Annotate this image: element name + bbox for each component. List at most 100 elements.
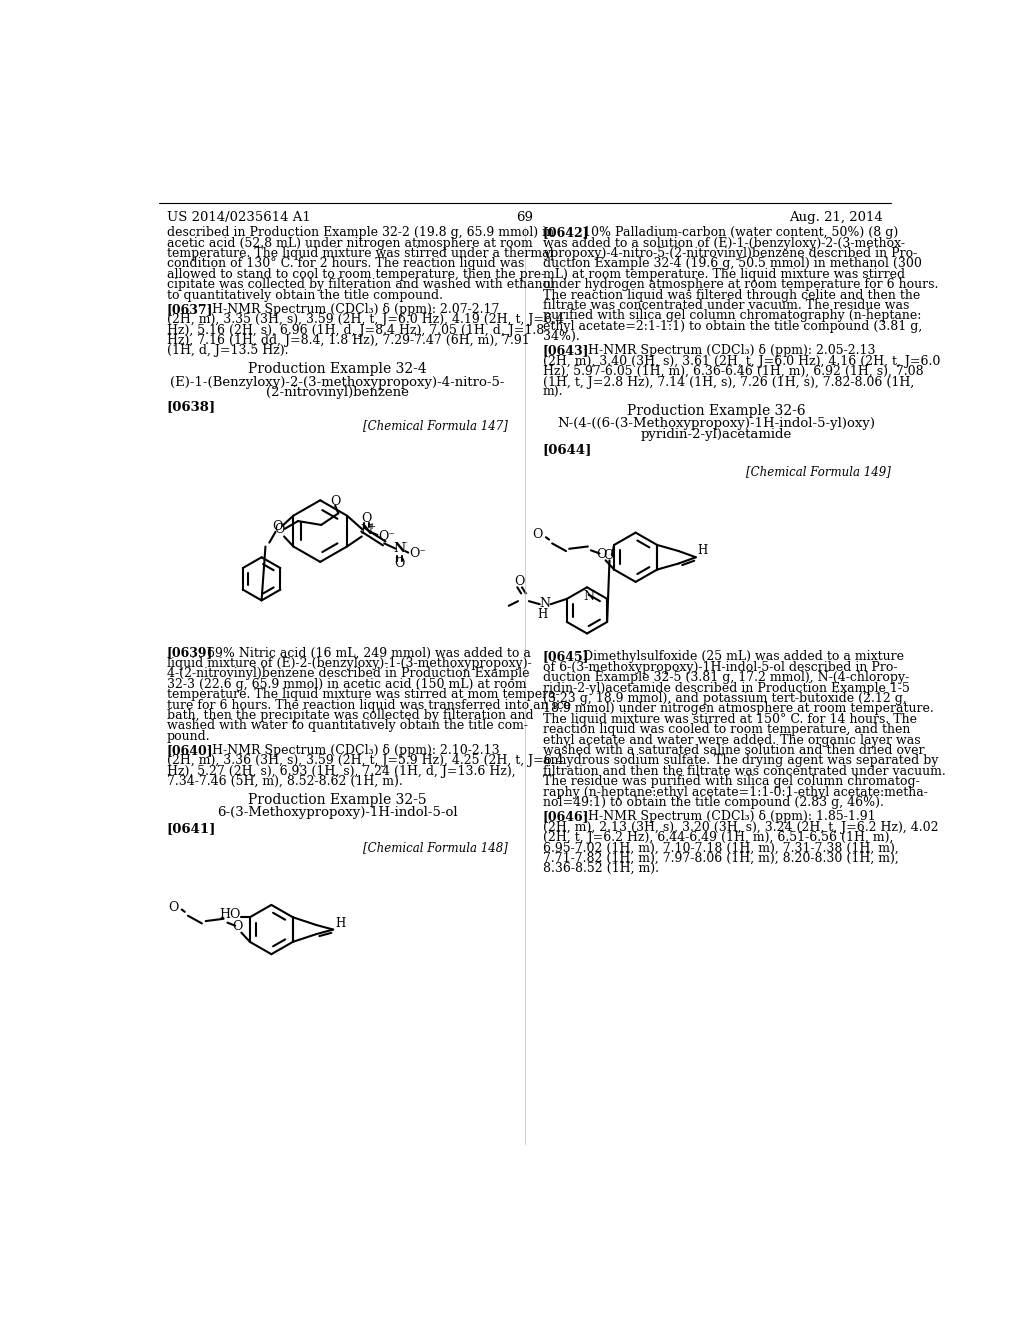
Text: N: N: [583, 590, 594, 603]
Text: N: N: [540, 597, 551, 610]
Text: H: H: [336, 917, 346, 929]
Text: filtrate was concentrated under vacuum. The residue was: filtrate was concentrated under vacuum. …: [543, 298, 909, 312]
Text: Production Example 32-6: Production Example 32-6: [627, 404, 806, 418]
Text: O: O: [272, 520, 283, 533]
Text: temperature. The liquid mixture was stirred under a thermal: temperature. The liquid mixture was stir…: [167, 247, 553, 260]
Text: 18.9 mmol) under nitrogen atmosphere at room temperature.: 18.9 mmol) under nitrogen atmosphere at …: [543, 702, 933, 715]
Text: (2H, m), 3.35 (3H, s), 3.59 (2H, t, J=6.0 Hz), 4.19 (2H, t, J=6.4: (2H, m), 3.35 (3H, s), 3.59 (2H, t, J=6.…: [167, 313, 563, 326]
Text: +: +: [368, 521, 376, 531]
Text: US 2014/0235614 A1: US 2014/0235614 A1: [167, 211, 310, 224]
Text: Dimethylsulfoxide (25 mL) was added to a mixture: Dimethylsulfoxide (25 mL) was added to a…: [583, 651, 904, 664]
Text: reaction liquid was cooled to room temperature, and then: reaction liquid was cooled to room tempe…: [543, 723, 910, 737]
Text: 4-(2-nitrovinyl)benzene described in Production Example: 4-(2-nitrovinyl)benzene described in Pro…: [167, 668, 529, 680]
Text: 10% Palladium-carbon (water content, 50%) (8 g): 10% Palladium-carbon (water content, 50%…: [583, 226, 898, 239]
Text: (1H, d, J=13.5 Hz).: (1H, d, J=13.5 Hz).: [167, 345, 288, 358]
Text: [Chemical Formula 149]: [Chemical Formula 149]: [745, 465, 891, 478]
Text: O: O: [603, 549, 613, 562]
Text: Hz), 7.16 (1H, dd, J=8.4, 1.8 Hz), 7.29-7.47 (6H, m), 7.91: Hz), 7.16 (1H, dd, J=8.4, 1.8 Hz), 7.29-…: [167, 334, 529, 347]
Text: O: O: [330, 495, 340, 508]
Text: H: H: [538, 607, 548, 620]
Text: acetic acid (52.8 mL) under nitrogen atmosphere at room: acetic acid (52.8 mL) under nitrogen atm…: [167, 236, 532, 249]
Text: ture for 6 hours. The reaction liquid was transferred into an ice: ture for 6 hours. The reaction liquid wa…: [167, 698, 570, 711]
Text: of 6-(3-methoxypropoxy)-1H-indol-5-ol described in Pro-: of 6-(3-methoxypropoxy)-1H-indol-5-ol de…: [543, 661, 897, 673]
Text: ypropoxy)-4-nitro-5-(2-nitrovinyl)benzene described in Pro-: ypropoxy)-4-nitro-5-(2-nitrovinyl)benzen…: [543, 247, 916, 260]
Text: duction Example 32-5 (3.81 g, 17.2 mmol), N-(4-chloropy-: duction Example 32-5 (3.81 g, 17.2 mmol)…: [543, 671, 909, 684]
Text: nol=49:1) to obtain the title compound (2.83 g, 46%).: nol=49:1) to obtain the title compound (…: [543, 796, 884, 809]
Text: described in Production Example 32-2 (19.8 g, 65.9 mmol) in: described in Production Example 32-2 (19…: [167, 226, 554, 239]
Text: ridin-2-yl)acetamide described in Production Example 1-5: ridin-2-yl)acetamide described in Produc…: [543, 681, 909, 694]
Text: N: N: [360, 524, 373, 537]
Text: ¹H-NMR Spectrum (CDCl₃) δ (ppm): 2.10-2.13: ¹H-NMR Spectrum (CDCl₃) δ (ppm): 2.10-2.…: [207, 744, 500, 756]
Text: O: O: [597, 548, 607, 561]
Text: The liquid mixture was stirred at 150° C. for 14 hours. The: The liquid mixture was stirred at 150° C…: [543, 713, 916, 726]
Text: (2H, m), 3.40 (3H, s), 3.61 (2H, t, J=6.0 Hz), 4.16 (2H, t, J=6.0: (2H, m), 3.40 (3H, s), 3.61 (2H, t, J=6.…: [543, 355, 940, 368]
Text: (3.23 g, 18.9 mmol), and potassium tert-butoxide (2.12 g,: (3.23 g, 18.9 mmol), and potassium tert-…: [543, 692, 906, 705]
Text: ethyl acetate and water were added. The organic layer was: ethyl acetate and water were added. The …: [543, 734, 921, 747]
Text: was added to a solution of (E)-1-(benzyloxy)-2-(3-methox-: was added to a solution of (E)-1-(benzyl…: [543, 236, 904, 249]
Text: [0642]: [0642]: [543, 226, 589, 239]
Text: bath, then the precipitate was collected by filteration and: bath, then the precipitate was collected…: [167, 709, 534, 722]
Text: H: H: [697, 544, 708, 557]
Text: [0644]: [0644]: [543, 444, 592, 457]
Text: filtration and then the filtrate was concentrated under vacuum.: filtration and then the filtrate was con…: [543, 764, 945, 777]
Text: 6-(3-Methoxypropoxy)-1H-indol-5-ol: 6-(3-Methoxypropoxy)-1H-indol-5-ol: [217, 807, 458, 820]
Text: ¹H-NMR Spectrum (CDCl₃) δ (ppm): 2.07-2.17: ¹H-NMR Spectrum (CDCl₃) δ (ppm): 2.07-2.…: [207, 302, 500, 315]
Text: allowed to stand to cool to room temperature, then the pre-: allowed to stand to cool to room tempera…: [167, 268, 545, 281]
Text: O: O: [532, 528, 543, 541]
Text: [0639]: [0639]: [167, 647, 213, 660]
Text: (2H, m), 3.36 (3H, s), 3.59 (2H, t, J=5.9 Hz), 4.25 (2H, t, J=6.4: (2H, m), 3.36 (3H, s), 3.59 (2H, t, J=5.…: [167, 755, 563, 767]
Text: 8.36-8.52 (1H, m).: 8.36-8.52 (1H, m).: [543, 862, 658, 875]
Text: ¹H-NMR Spectrum (CDCl₃) δ (ppm): 2.05-2.13: ¹H-NMR Spectrum (CDCl₃) δ (ppm): 2.05-2.…: [583, 345, 876, 358]
Text: O: O: [274, 523, 285, 536]
Text: Aug. 21, 2014: Aug. 21, 2014: [790, 211, 883, 224]
Text: cipitate was collected by filteration and washed with ethanol: cipitate was collected by filteration an…: [167, 279, 554, 292]
Text: Hz), 5.97-6.05 (1H, m), 6.36-6.46 (1H, m), 6.92 (1H, s), 7.08: Hz), 5.97-6.05 (1H, m), 6.36-6.46 (1H, m…: [543, 366, 924, 378]
Text: mL) at room temperature. The liquid mixture was stirred: mL) at room temperature. The liquid mixt…: [543, 268, 905, 281]
Text: pyridin-2-yl)acetamide: pyridin-2-yl)acetamide: [641, 428, 792, 441]
Text: ⁻: ⁻: [402, 540, 408, 549]
Text: washed with a saturated saline solution and then dried over: washed with a saturated saline solution …: [543, 744, 924, 756]
Text: HO: HO: [219, 908, 241, 920]
Text: (2H, t, J=6.2 Hz), 6.44-6.49 (1H, m), 6.51-6.56 (1H, m),: (2H, t, J=6.2 Hz), 6.44-6.49 (1H, m), 6.…: [543, 832, 893, 843]
Text: condition of 130° C. for 2 hours. The reaction liquid was: condition of 130° C. for 2 hours. The re…: [167, 257, 524, 271]
Text: O⁻: O⁻: [378, 529, 395, 543]
Text: raphy (n-heptane:ethyl acetate=1:1-0:1-ethyl acetate:metha-: raphy (n-heptane:ethyl acetate=1:1-0:1-e…: [543, 785, 928, 799]
Text: Production Example 32-4: Production Example 32-4: [248, 363, 427, 376]
Text: [Chemical Formula 147]: [Chemical Formula 147]: [362, 420, 508, 433]
Text: (E)-1-(Benzyloxy)-2-(3-methoxypropoxy)-4-nitro-5-: (E)-1-(Benzyloxy)-2-(3-methoxypropoxy)-4…: [170, 376, 505, 388]
Text: Hz), 5.16 (2H, s), 6.96 (1H, d, J=8.4 Hz), 7.05 (1H, d, J=1.8: Hz), 5.16 (2H, s), 6.96 (1H, d, J=8.4 Hz…: [167, 323, 544, 337]
Text: O: O: [232, 920, 243, 933]
Text: duction Example 32-4 (19.6 g, 50.5 mmol) in methanol (300: duction Example 32-4 (19.6 g, 50.5 mmol)…: [543, 257, 922, 271]
Text: 32-3 (22.6 g, 65.9 mmol) in acetic acid (150 mL) at room: 32-3 (22.6 g, 65.9 mmol) in acetic acid …: [167, 677, 526, 690]
Text: [0646]: [0646]: [543, 810, 589, 824]
Text: 34%).: 34%).: [543, 330, 580, 343]
Text: washed with water to quantitatively obtain the title com-: washed with water to quantitatively obta…: [167, 719, 527, 733]
Text: O: O: [168, 900, 178, 913]
Text: [Chemical Formula 148]: [Chemical Formula 148]: [362, 841, 508, 854]
Text: ethyl acetate=2:1-1:1) to obtain the title compound (3.81 g,: ethyl acetate=2:1-1:1) to obtain the tit…: [543, 319, 922, 333]
Text: purified with silica gel column chromatography (n-heptane:: purified with silica gel column chromato…: [543, 309, 921, 322]
Text: The reaction liquid was filtered through celite and then the: The reaction liquid was filtered through…: [543, 289, 920, 301]
Text: 69: 69: [516, 211, 534, 224]
Text: (2H, m), 2.13 (3H, s), 3.20 (3H, s), 3.24 (2H, t, J=6.2 Hz), 4.02: (2H, m), 2.13 (3H, s), 3.20 (3H, s), 3.2…: [543, 821, 938, 834]
Text: [0645]: [0645]: [543, 651, 589, 664]
Text: to quantitatively obtain the title compound.: to quantitatively obtain the title compo…: [167, 289, 442, 301]
Text: anhydrous sodium sulfate. The drying agent was separated by: anhydrous sodium sulfate. The drying age…: [543, 755, 938, 767]
Text: (1H, t, J=2.8 Hz), 7.14 (1H, s), 7.26 (1H, s), 7.82-8.06 (1H,: (1H, t, J=2.8 Hz), 7.14 (1H, s), 7.26 (1…: [543, 376, 913, 388]
Text: [0641]: [0641]: [167, 822, 216, 834]
Text: 69% Nitric acid (16 mL, 249 mmol) was added to a: 69% Nitric acid (16 mL, 249 mmol) was ad…: [207, 647, 530, 660]
Text: O: O: [514, 576, 524, 589]
Text: [0637]: [0637]: [167, 302, 213, 315]
Text: O: O: [361, 512, 372, 525]
Text: (2-nitrovinyl)benzene: (2-nitrovinyl)benzene: [266, 387, 409, 400]
Text: N-(4-((6-(3-Methoxypropoxy)-1H-indol-5-yl)oxy): N-(4-((6-(3-Methoxypropoxy)-1H-indol-5-y…: [557, 417, 876, 430]
Text: m).: m).: [543, 385, 563, 399]
Text: liquid mixture of (E)-2-(benzyloxy)-1-(3-methoxypropoxy)-: liquid mixture of (E)-2-(benzyloxy)-1-(3…: [167, 657, 531, 671]
Text: ¹H-NMR Spectrum (CDCl₃) δ (ppm): 1.85-1.91: ¹H-NMR Spectrum (CDCl₃) δ (ppm): 1.85-1.…: [583, 810, 876, 824]
Text: 7.34-7.46 (5H, m), 8.52-8.62 (1H, m).: 7.34-7.46 (5H, m), 8.52-8.62 (1H, m).: [167, 775, 402, 788]
Text: temperature. The liquid mixture was stirred at mom tempera-: temperature. The liquid mixture was stir…: [167, 688, 559, 701]
Text: 6.95-7.02 (1H, m), 7.10-7.18 (1H, m), 7.31-7.38 (1H, m),: 6.95-7.02 (1H, m), 7.10-7.18 (1H, m), 7.…: [543, 841, 898, 854]
Text: O⁻: O⁻: [409, 546, 426, 560]
Text: Production Example 32-5: Production Example 32-5: [248, 793, 427, 808]
Text: under hydrogen atmosphere at room temperature for 6 hours.: under hydrogen atmosphere at room temper…: [543, 279, 938, 292]
